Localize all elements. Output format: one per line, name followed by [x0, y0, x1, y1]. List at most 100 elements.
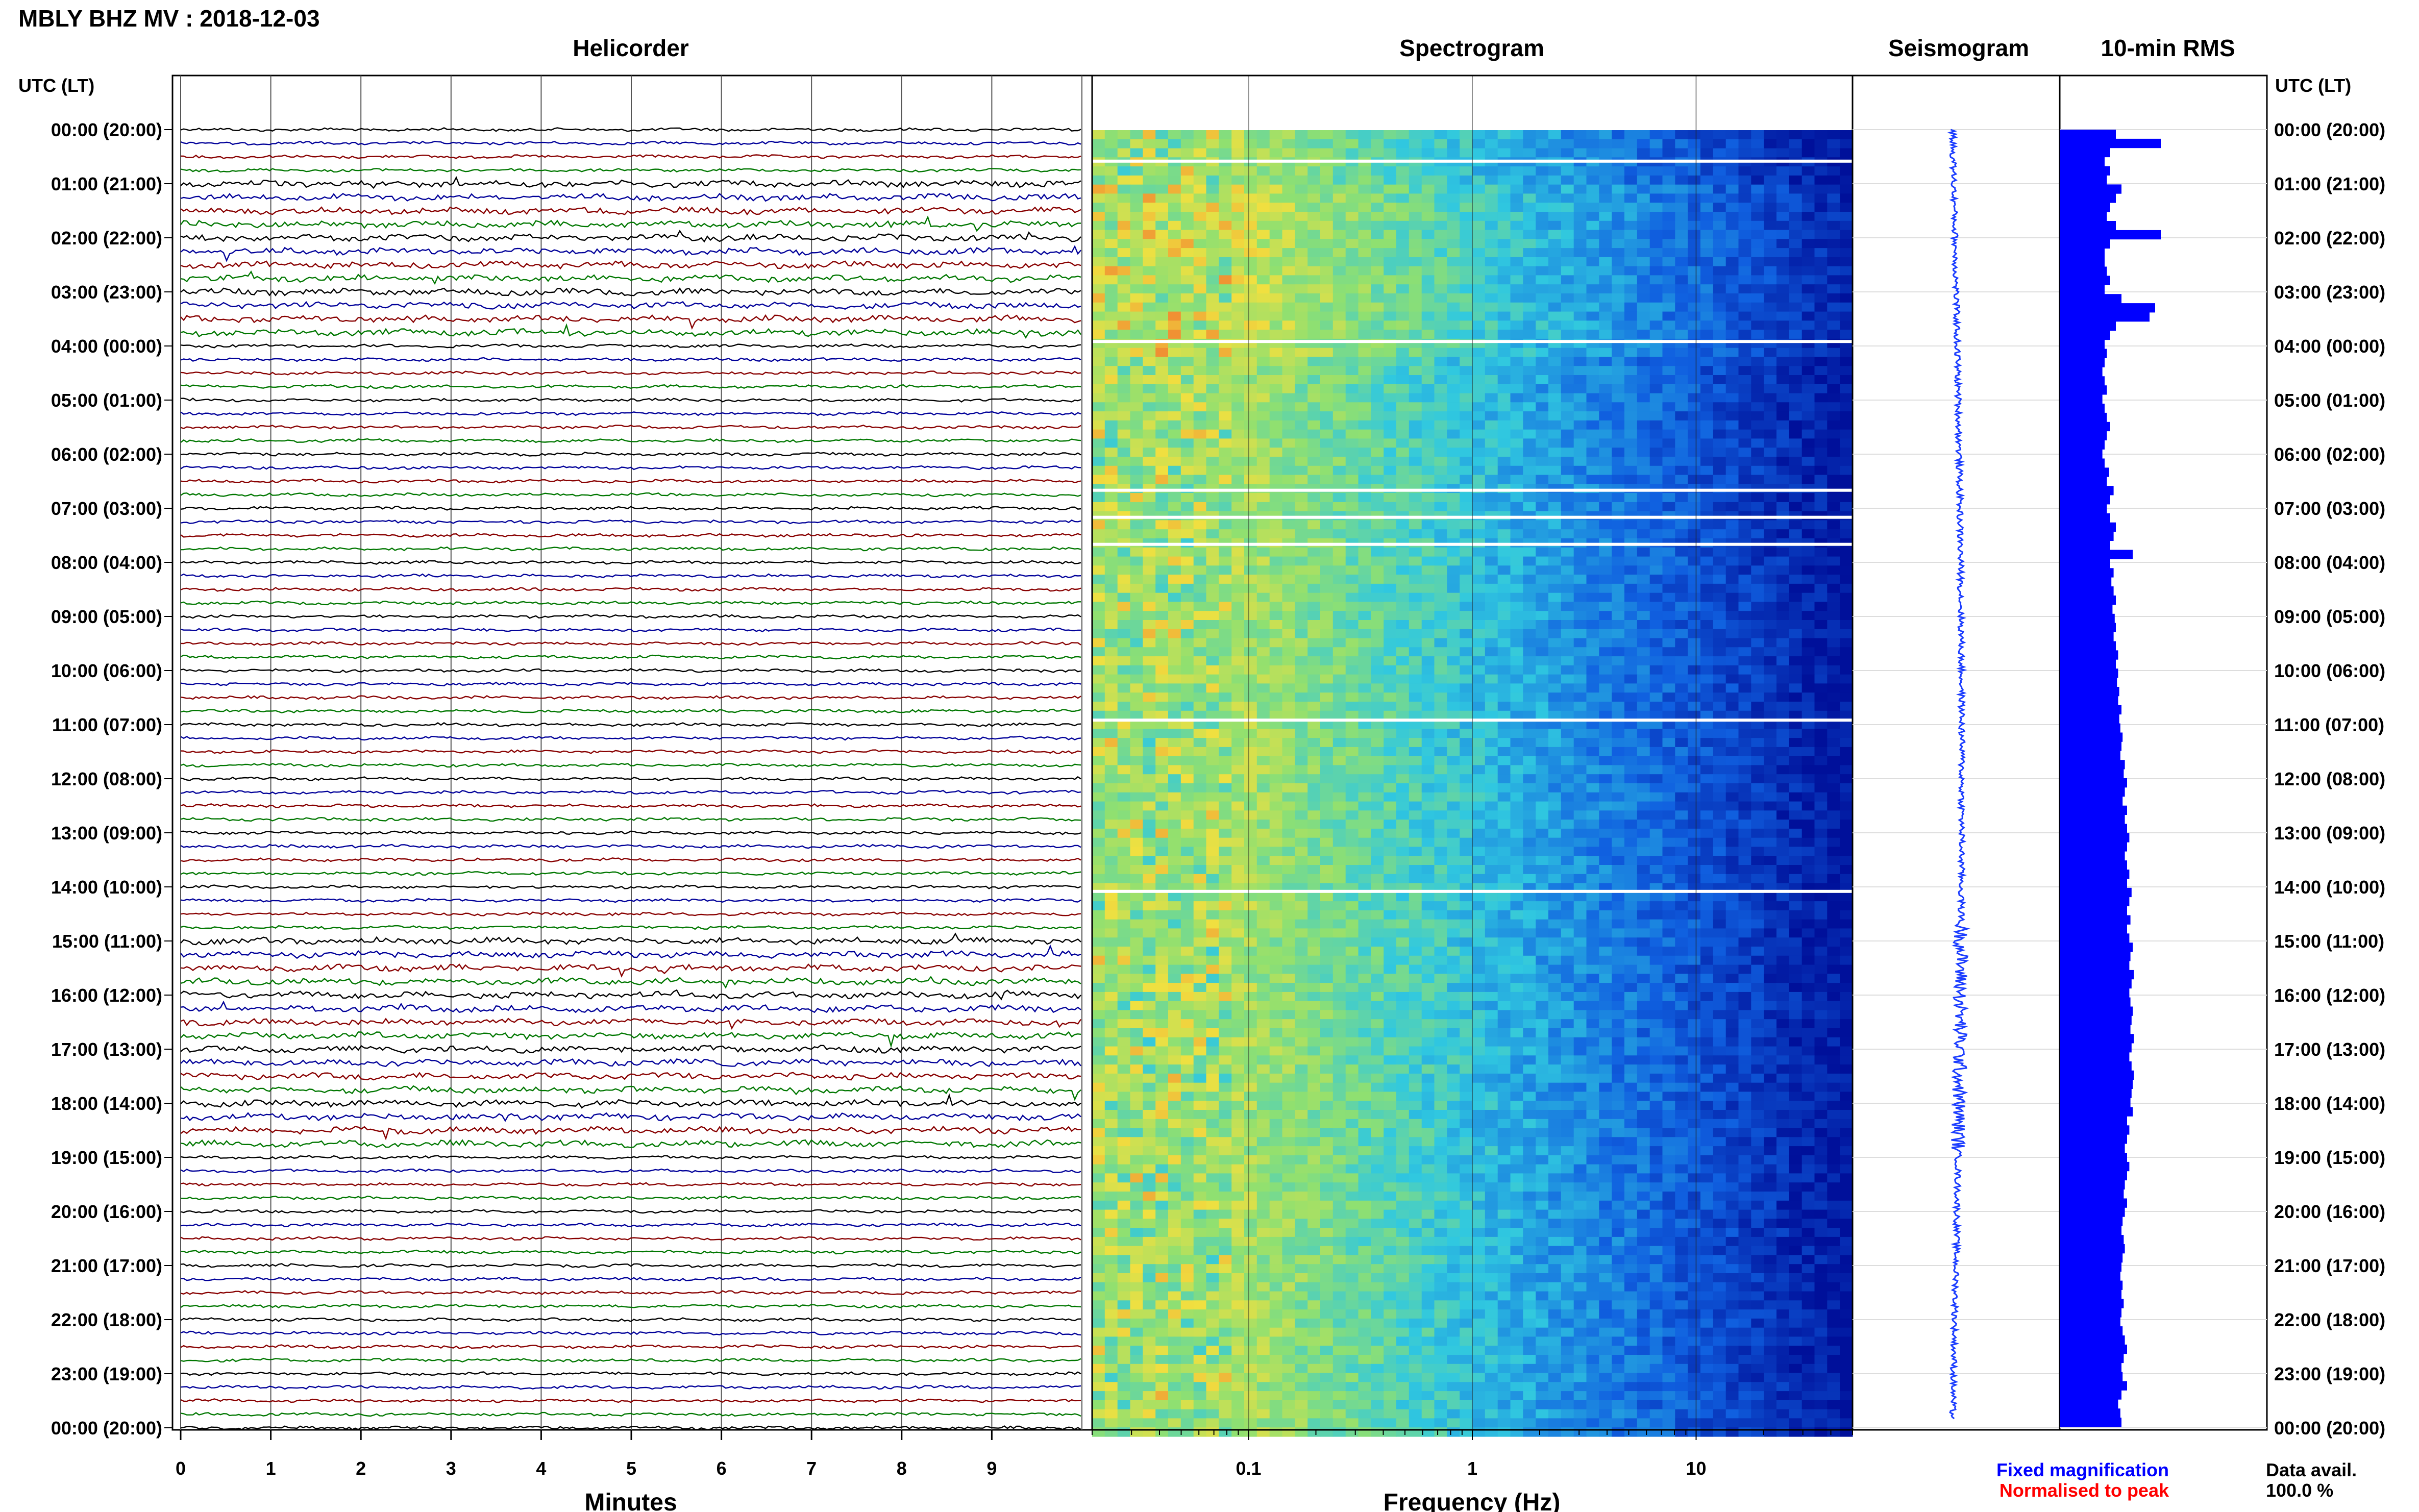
spectrogram-cell	[1662, 710, 1675, 721]
spectrogram-cell	[1751, 293, 1764, 303]
spectrogram-cell	[1536, 465, 1549, 476]
spectrogram-cell	[1345, 484, 1359, 493]
spectrogram-cell	[1497, 320, 1511, 330]
spectrogram-cell	[1219, 148, 1232, 158]
helicorder-trace	[180, 287, 1081, 296]
spectrogram-cell	[1497, 393, 1511, 403]
spectrogram-cell	[1434, 611, 1447, 621]
spectrogram-cell	[1396, 638, 1410, 648]
spectrogram-cell	[1688, 429, 1701, 439]
spectrogram-cell	[1599, 692, 1612, 702]
spectrogram-cell	[1282, 575, 1295, 584]
spectrogram-cell	[1295, 293, 1308, 303]
spectrogram-cell	[1168, 311, 1181, 321]
spectrogram-cell	[1485, 438, 1498, 448]
spectrogram-cell	[1523, 484, 1536, 493]
spectrogram-cell	[1256, 357, 1270, 366]
spectrogram-cell	[1536, 330, 1549, 339]
spectrogram-cell	[1827, 230, 1840, 239]
spectrogram-cell	[1675, 529, 1688, 539]
spectrogram-cell	[1434, 738, 1447, 748]
spectrogram-cell	[1827, 638, 1840, 648]
spectrogram-cell	[1548, 465, 1562, 476]
spectrogram-cell	[1612, 302, 1625, 312]
spectrogram-cell	[1713, 348, 1726, 358]
spectrogram-cell	[1320, 729, 1334, 738]
spectrogram-cell	[1497, 583, 1511, 593]
spectrogram-cell	[1789, 611, 1803, 621]
spectrogram-cell	[1612, 184, 1625, 194]
spectrogram-cell	[1573, 502, 1587, 512]
spectrogram-cell	[1332, 810, 1346, 820]
spectrogram-cell	[1244, 565, 1257, 575]
spectrogram-cell	[1143, 420, 1156, 430]
spectrogram-cell	[1092, 493, 1105, 503]
spectrogram-cell	[1675, 148, 1688, 158]
spectrogram-cell	[1776, 738, 1790, 748]
spectrogram-cell	[1244, 710, 1257, 721]
spectrogram-cell	[1434, 710, 1447, 721]
spectrogram-cell	[1789, 284, 1803, 294]
spectrogram-cell	[1180, 357, 1194, 366]
spectrogram-cell	[1143, 783, 1156, 793]
helicorder-trace	[180, 1425, 1081, 1430]
spectrogram-cell	[1244, 484, 1257, 493]
spectrogram-cell	[1548, 284, 1562, 294]
spectrogram-cell	[1738, 710, 1751, 721]
spectrogram-cell	[1231, 275, 1245, 285]
spectrogram-cell	[1789, 828, 1803, 838]
spectrogram-cell	[1219, 592, 1232, 603]
spectrogram-cell	[1219, 175, 1232, 185]
spectrogram-cell	[1345, 284, 1359, 294]
spectrogram-cell	[1776, 293, 1790, 303]
spectrogram-cell	[1130, 239, 1143, 249]
helicorder-trace	[180, 776, 1081, 781]
helicorder-trace	[180, 830, 1081, 835]
spectrogram-cell	[1371, 429, 1384, 439]
spectrogram-cell	[1130, 556, 1143, 566]
spectrogram-cell	[1396, 438, 1410, 448]
spectrogram-cell	[1269, 665, 1283, 675]
spectrogram-cell	[1168, 375, 1181, 385]
spectrogram-cell	[1307, 556, 1321, 566]
spectrogram-cell	[1497, 330, 1511, 339]
spectrogram-cell	[1586, 148, 1599, 158]
spectrogram-cell	[1523, 592, 1536, 603]
spectrogram-cell	[1460, 302, 1473, 312]
spectrogram-cell	[1231, 647, 1245, 657]
spectrogram-cell	[1358, 166, 1371, 176]
spectrogram-cell	[1117, 665, 1131, 675]
spectrogram-cell	[1700, 820, 1714, 829]
spectrogram-cell	[1421, 702, 1435, 711]
spectrogram-cell	[1536, 592, 1549, 603]
spectrogram-cell	[1688, 702, 1701, 711]
spectrogram-cell	[1827, 366, 1840, 376]
spectrogram-cell	[1789, 729, 1803, 738]
spectrogram-cell	[1396, 620, 1410, 630]
spectrogram-cell	[1827, 239, 1840, 249]
spectrogram-cell	[1168, 348, 1181, 358]
spectrogram-cell	[1231, 348, 1245, 358]
spectrogram-cell	[1688, 448, 1701, 457]
spectrogram-cell	[1561, 411, 1574, 421]
spectrogram-cell	[1130, 148, 1143, 158]
spectrogram-cell	[1219, 529, 1232, 539]
spectrogram-cell	[1637, 438, 1650, 448]
spectrogram-cell	[1789, 302, 1803, 312]
spectrogram-cell	[1688, 547, 1701, 557]
spectrogram-cell	[1092, 783, 1105, 793]
spectrogram-cell	[1295, 203, 1308, 212]
spectrogram-cell	[1637, 284, 1650, 294]
spectrogram-cell	[1180, 529, 1194, 539]
spectrogram-cell	[1713, 765, 1726, 775]
spectrogram-cell	[1104, 130, 1118, 140]
spectrogram-cell	[1523, 783, 1536, 793]
helicorder-trace	[180, 519, 1081, 525]
minute-tick-label: 4	[536, 1458, 546, 1479]
spectrogram-cell	[1345, 457, 1359, 466]
spectrogram-cell	[1092, 130, 1105, 140]
spectrogram-cell	[1180, 683, 1194, 693]
spectrogram-cell	[1573, 674, 1587, 684]
spectrogram-cell	[1688, 710, 1701, 721]
spectrogram-cell	[1814, 810, 1828, 820]
